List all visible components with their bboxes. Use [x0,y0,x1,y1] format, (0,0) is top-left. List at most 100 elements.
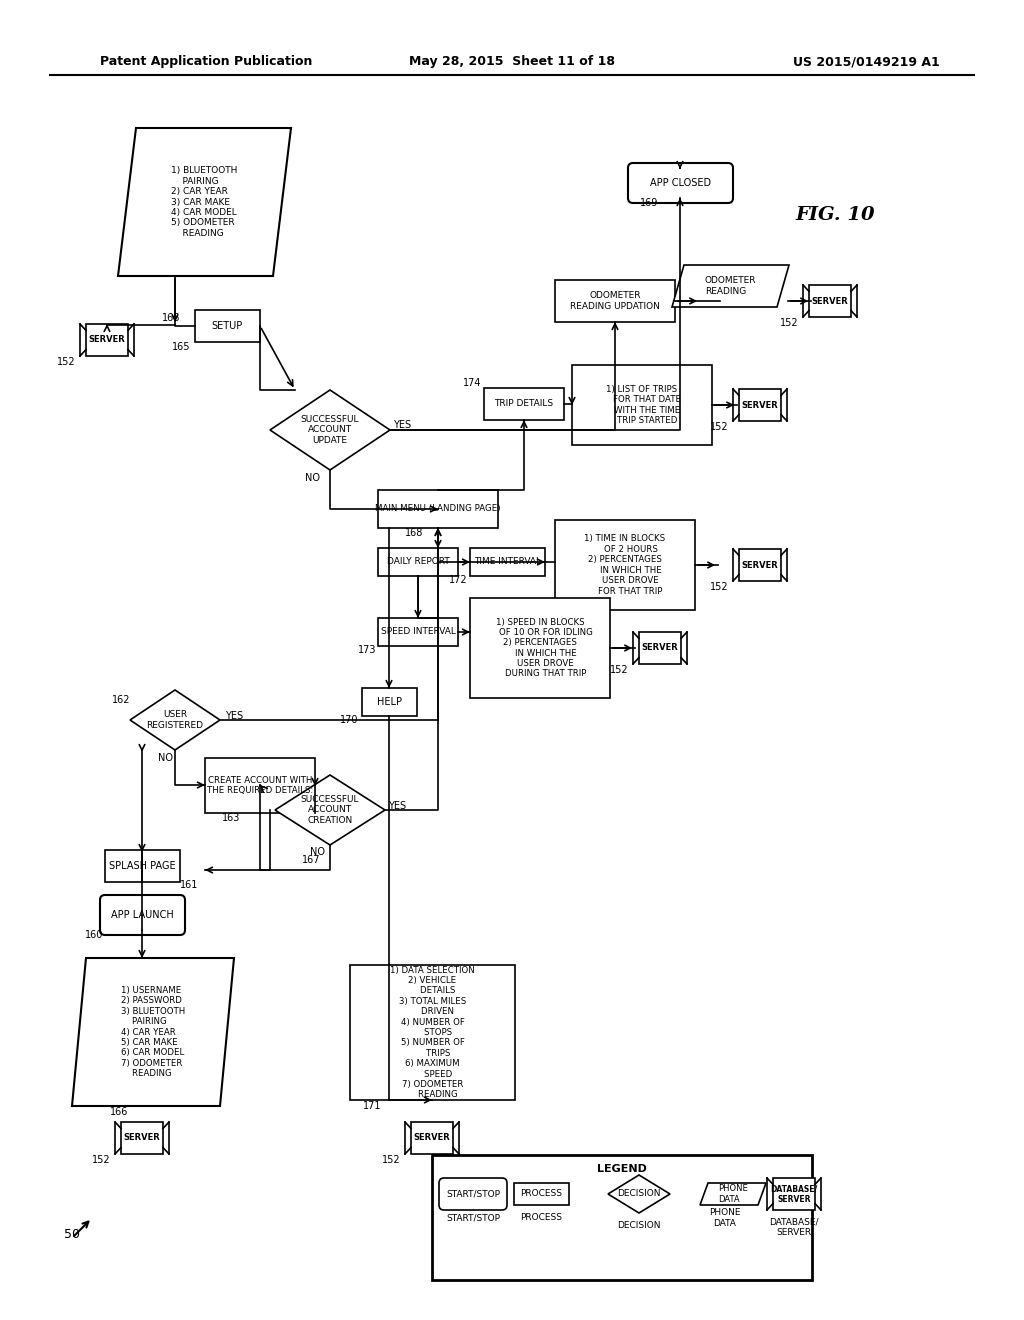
Text: 166: 166 [162,313,180,323]
Text: 1) LIST OF TRIPS
    FOR THAT DATE
    WITH THE TIME
    TRIP STARTED: 1) LIST OF TRIPS FOR THAT DATE WITH THE … [602,385,682,425]
FancyBboxPatch shape [809,285,851,317]
FancyBboxPatch shape [105,850,180,882]
Text: ODOMETER
READING UPDATION: ODOMETER READING UPDATION [570,292,659,310]
Polygon shape [270,389,390,470]
Text: TRIP DETAILS: TRIP DETAILS [495,400,554,408]
Text: HELP: HELP [377,697,402,708]
FancyBboxPatch shape [350,965,515,1100]
Text: 168: 168 [406,528,423,539]
FancyBboxPatch shape [378,548,458,576]
Text: PHONE
DATA: PHONE DATA [718,1184,748,1204]
Text: NO: NO [310,847,325,857]
FancyBboxPatch shape [432,1155,812,1280]
Text: APP CLOSED: APP CLOSED [650,178,711,187]
Text: 1) TIME IN BLOCKS
    OF 2 HOURS
2) PERCENTAGES
    IN WHICH THE
    USER DROVE
: 1) TIME IN BLOCKS OF 2 HOURS 2) PERCENTA… [585,535,666,595]
Text: DECISION: DECISION [617,1221,660,1229]
Text: 163: 163 [222,813,241,822]
Text: 152: 152 [711,422,729,432]
Text: 171: 171 [362,1101,382,1111]
Text: SERVER: SERVER [741,561,778,569]
Polygon shape [118,128,291,276]
FancyBboxPatch shape [362,688,417,715]
Text: 165: 165 [171,342,190,352]
Text: 1) USERNAME
2) PASSWORD
3) BLUETOOTH
    PAIRING
4) CAR YEAR
5) CAR MAKE
6) CAR : 1) USERNAME 2) PASSWORD 3) BLUETOOTH PAI… [121,986,185,1078]
Text: SPLASH PAGE: SPLASH PAGE [110,861,176,871]
FancyBboxPatch shape [470,598,610,698]
FancyBboxPatch shape [86,323,128,356]
FancyBboxPatch shape [121,1122,163,1154]
Text: START/STOP: START/STOP [446,1189,500,1199]
Text: FIG. 10: FIG. 10 [796,206,874,224]
Text: 152: 152 [92,1155,111,1166]
Text: LEGEND: LEGEND [597,1164,647,1173]
Text: SETUP: SETUP [212,321,243,331]
Text: YES: YES [225,711,243,721]
FancyBboxPatch shape [205,758,315,813]
Text: May 28, 2015  Sheet 11 of 18: May 28, 2015 Sheet 11 of 18 [409,55,615,69]
Text: US 2015/0149219 A1: US 2015/0149219 A1 [794,55,940,69]
FancyBboxPatch shape [411,1122,453,1154]
Text: SUCCESSFUL
ACCOUNT
UPDATE: SUCCESSFUL ACCOUNT UPDATE [301,414,359,445]
Text: 160: 160 [85,931,103,940]
Text: SERVER: SERVER [124,1134,161,1143]
FancyBboxPatch shape [484,388,564,420]
FancyBboxPatch shape [378,490,498,528]
Text: DATABASE/
SERVER: DATABASE/ SERVER [770,1184,817,1204]
Polygon shape [130,690,220,750]
Text: 1) SPEED IN BLOCKS
    OF 10 OR FOR IDLING
2) PERCENTAGES
    IN WHICH THE
    U: 1) SPEED IN BLOCKS OF 10 OR FOR IDLING 2… [487,618,593,678]
Text: 152: 152 [610,665,629,675]
Text: USER
REGISTERED: USER REGISTERED [146,710,204,730]
FancyBboxPatch shape [470,548,545,576]
Text: APP LAUNCH: APP LAUNCH [112,909,174,920]
Text: 172: 172 [450,576,468,585]
Text: SERVER: SERVER [89,335,125,345]
FancyBboxPatch shape [628,162,733,203]
Text: START/STOP: START/STOP [446,1213,500,1222]
Text: 152: 152 [382,1155,401,1166]
Text: Patent Application Publication: Patent Application Publication [100,55,312,69]
Text: 1) DATA SELECTION
2) VEHICLE
    DETAILS
3) TOTAL MILES
    DRIVEN
4) NUMBER OF
: 1) DATA SELECTION 2) VEHICLE DETAILS 3) … [390,966,475,1100]
Text: PROCESS: PROCESS [520,1189,562,1199]
Text: YES: YES [393,420,411,430]
Text: 162: 162 [112,696,130,705]
Text: PHONE
DATA: PHONE DATA [710,1208,740,1228]
Text: 152: 152 [780,318,799,327]
Text: TIME INTERVAL: TIME INTERVAL [474,557,541,566]
Text: 173: 173 [357,645,376,655]
Text: ODOMETER
READING: ODOMETER READING [705,276,757,296]
Text: 167: 167 [302,855,321,865]
FancyBboxPatch shape [773,1177,815,1210]
Text: CREATE ACCOUNT WITH
THE REQUIRED DETAILS:: CREATE ACCOUNT WITH THE REQUIRED DETAILS… [207,776,313,795]
FancyBboxPatch shape [378,618,458,645]
Text: 152: 152 [57,356,76,367]
FancyBboxPatch shape [555,280,675,322]
Text: 174: 174 [463,378,481,388]
Text: MAIN MENU (LANDING PAGE): MAIN MENU (LANDING PAGE) [375,504,501,513]
Text: 161: 161 [180,880,199,890]
Text: 152: 152 [711,582,729,591]
Text: 169: 169 [640,198,658,209]
FancyBboxPatch shape [739,549,781,581]
Text: PROCESS: PROCESS [520,1213,562,1222]
Polygon shape [608,1175,670,1213]
FancyBboxPatch shape [514,1183,569,1205]
Text: SERVER: SERVER [812,297,848,305]
Text: YES: YES [388,801,407,810]
Text: DECISION: DECISION [617,1189,660,1199]
Text: 50: 50 [63,1229,80,1242]
FancyBboxPatch shape [739,389,781,421]
FancyBboxPatch shape [439,1177,507,1210]
FancyBboxPatch shape [100,895,185,935]
Polygon shape [700,1183,766,1205]
Text: SERVER: SERVER [741,400,778,409]
Text: NO: NO [305,473,319,483]
Polygon shape [72,958,234,1106]
Polygon shape [275,775,385,845]
Text: 170: 170 [340,715,358,725]
FancyBboxPatch shape [572,366,712,445]
Text: 1) BLUETOOTH
    PAIRING
2) CAR YEAR
3) CAR MAKE
4) CAR MODEL
5) ODOMETER
    RE: 1) BLUETOOTH PAIRING 2) CAR YEAR 3) CAR … [171,166,238,238]
Polygon shape [672,265,790,308]
Text: SPEED INTERVAL: SPEED INTERVAL [381,627,456,636]
FancyBboxPatch shape [639,632,681,664]
Text: SUCCESSFUL
ACCOUNT
CREATION: SUCCESSFUL ACCOUNT CREATION [301,795,359,825]
